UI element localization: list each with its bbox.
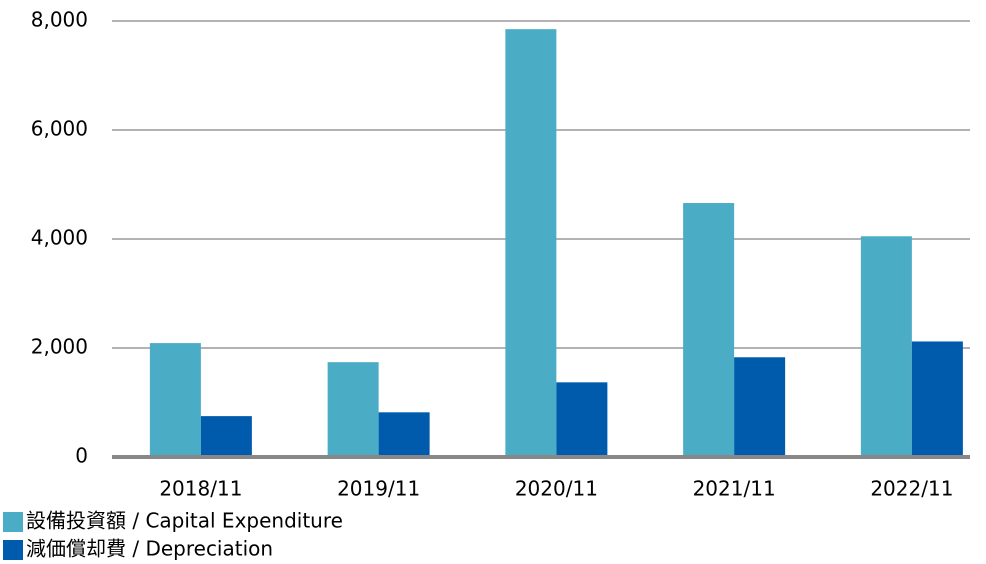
y-tick-label: 0 [75, 444, 88, 468]
y-tick-label: 8,000 [31, 8, 88, 32]
legend-swatch [3, 512, 23, 532]
y-tick-label: 4,000 [31, 226, 88, 250]
bar [327, 362, 379, 457]
legend-label: 減価償却費 / Depreciation [26, 537, 273, 561]
bar [911, 341, 963, 457]
bar [378, 412, 430, 457]
x-tick-label: 2021/11 [693, 477, 776, 501]
y-tick-label: 6,000 [31, 117, 88, 141]
bar [860, 236, 912, 457]
bar [734, 357, 786, 457]
x-tick-label: 2019/11 [337, 477, 420, 501]
bar [683, 203, 735, 457]
legend-label: 設備投資額 / Capital Expenditure [26, 509, 343, 533]
bar [505, 29, 557, 458]
legend-swatch [3, 540, 23, 560]
x-tick-label: 2020/11 [515, 477, 598, 501]
bar [200, 416, 252, 457]
x-tick-label: 2022/11 [870, 477, 953, 501]
bar [149, 343, 201, 457]
bar [556, 382, 608, 457]
x-tick-label: 2018/11 [159, 477, 242, 501]
y-tick-label: 2,000 [31, 335, 88, 359]
